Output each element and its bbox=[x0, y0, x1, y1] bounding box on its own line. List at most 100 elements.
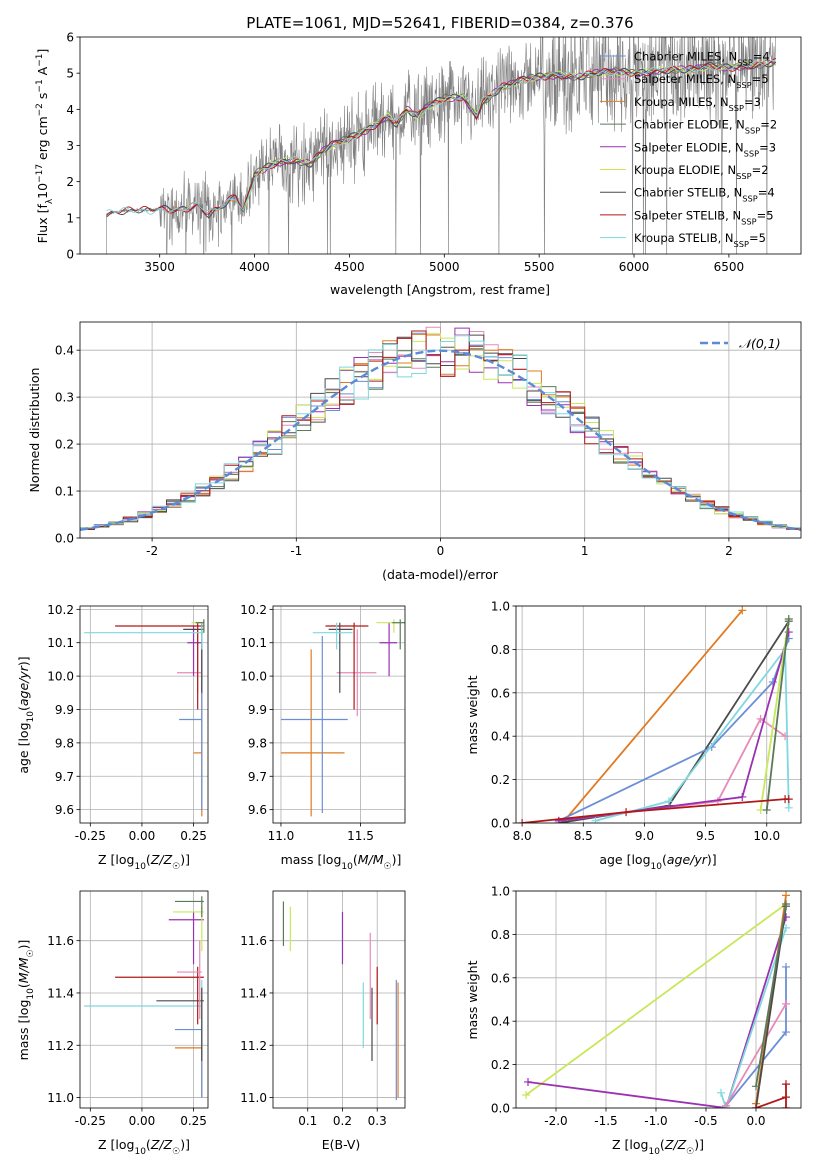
y-tick-label: 1.0 bbox=[491, 885, 510, 899]
plot-area bbox=[84, 619, 205, 817]
x-tick-label: 0 bbox=[437, 544, 445, 558]
weight-marker bbox=[722, 1101, 730, 1108]
x-tick-label: -0.5 bbox=[694, 1114, 717, 1128]
model-spectrum-kroupa-stelib bbox=[106, 59, 777, 215]
weight-marker bbox=[738, 606, 747, 615]
x-tick-label: 4500 bbox=[334, 260, 365, 274]
legend-label: Chabrier STELIB, NSSP=4 bbox=[634, 186, 775, 204]
x-tick-label: 11.0 bbox=[268, 829, 295, 843]
axes-border bbox=[272, 890, 406, 1109]
y-tick-label: 0.4 bbox=[491, 730, 510, 744]
x-tick-label: 5500 bbox=[524, 260, 555, 274]
legend-label: Salpeter ELODIE, NSSP=3 bbox=[634, 140, 776, 158]
y-tick-label: 11.2 bbox=[240, 1039, 267, 1053]
weight-vs-z-axes: -2.0 -1.5 -1.0 -0.5 0.0 0.0 0.2 0.4 0.6 0.8 1.0 bbox=[491, 885, 802, 1128]
x-tick-label: -0.25 bbox=[75, 829, 106, 843]
y-tick-label: 10.0 bbox=[240, 670, 267, 684]
x-tick-label: 8.0 bbox=[513, 829, 532, 843]
x-tick-label: 1 bbox=[581, 544, 589, 558]
weight-marker bbox=[518, 819, 527, 823]
plot-area bbox=[84, 896, 204, 1098]
plot-area bbox=[518, 606, 793, 823]
y-tick-label: 1.0 bbox=[491, 600, 510, 614]
weight-line-kroupa-elodie bbox=[759, 618, 790, 811]
weight-marker bbox=[591, 816, 600, 823]
x-tick-label: 0.25 bbox=[180, 829, 207, 843]
legend-label: Chabrier MILES, NSSP=4 bbox=[634, 50, 770, 68]
axes-border bbox=[79, 605, 209, 824]
y-tick-label: 0.4 bbox=[55, 344, 74, 358]
axes-frame: -2 -1 0 1 2 0.0 0.1 0.2 0.3 0.4 bbox=[55, 321, 802, 558]
y-tick-label: 9.7 bbox=[55, 770, 74, 784]
plot-area bbox=[282, 901, 399, 1101]
y-axis-label: Normed distribution bbox=[27, 368, 42, 493]
legend-label: Salpeter STELIB, NSSP=5 bbox=[634, 208, 774, 226]
y-tick-label: 11.0 bbox=[240, 1091, 267, 1105]
y-tick-label: 0.6 bbox=[491, 971, 510, 985]
weight-line-chabrier-stelib bbox=[558, 620, 790, 823]
spectrum-legend bbox=[600, 55, 626, 239]
x-tick-label: 3500 bbox=[144, 260, 175, 274]
plot-area bbox=[106, 37, 777, 254]
y-tick-label: 0.8 bbox=[491, 643, 510, 657]
weight-line-salpeter-elodie bbox=[527, 916, 787, 1108]
axes-frame: 3500 4000 4500 5000 5500 6000 6500 0 1 2 3 4 5 6 bbox=[66, 31, 802, 274]
legend-label: Kroupa ELODIE, NSSP=2 bbox=[634, 163, 769, 181]
y-tick-label: 0.0 bbox=[491, 1102, 510, 1116]
legend-label: Salpeter MILES, NSSP=5 bbox=[634, 72, 769, 90]
x-tick-label: 5000 bbox=[429, 260, 460, 274]
y-axis-label: age [log10(age/yr)] bbox=[16, 656, 36, 773]
y-tick-label: 9.7 bbox=[248, 770, 267, 784]
axes-frame: -0.25 0.00 0.25 11.0 11.2 11.4 11.6 bbox=[47, 890, 209, 1128]
y-tick-label: 0 bbox=[66, 248, 74, 262]
weight-line-salpeter-miles bbox=[725, 1003, 787, 1107]
x-tick-label: -1.5 bbox=[594, 1114, 617, 1128]
x-axis-label: wavelength [Angstrom, rest frame] bbox=[330, 282, 550, 297]
legend-label: Kroupa MILES, NSSP=3 bbox=[634, 95, 761, 113]
weight-marker bbox=[622, 808, 631, 817]
spectrum-axes: 3500 4000 4500 5000 5500 6000 6500 0 1 2 3 4 5 6 bbox=[66, 31, 802, 274]
legend-label: Kroupa STELIB, NSSP=5 bbox=[634, 231, 766, 249]
x-tick-label: 0.00 bbox=[129, 1114, 156, 1128]
weight-line-chabrier-elodie bbox=[755, 903, 787, 1087]
plot-area bbox=[80, 326, 801, 531]
weight-marker bbox=[784, 803, 793, 812]
weight-marker bbox=[717, 1088, 725, 1097]
x-axis-label: age [log10(age/yr)] bbox=[599, 852, 716, 872]
figure-title: PLATE=1061, MJD=52641, FIBERID=0384, z=0… bbox=[246, 14, 633, 32]
plot-area bbox=[522, 891, 790, 1108]
weight-line-salpeter-elodie bbox=[558, 631, 790, 822]
y-axis-label: mass [log10(M/M☉)] bbox=[16, 940, 36, 1061]
y-tick-label: 9.6 bbox=[55, 803, 74, 817]
y-tick-label: 0.2 bbox=[491, 773, 510, 787]
y-tick-label: 11.0 bbox=[47, 1091, 74, 1105]
axes-border bbox=[515, 890, 802, 1109]
weight-marker bbox=[782, 891, 790, 900]
plot-area bbox=[280, 619, 405, 817]
x-tick-label: 11.5 bbox=[347, 829, 374, 843]
age-vs-mass-axes: 11.0 11.5 9.6 9.7 9.8 9.9 10.0 10.1 10.2 bbox=[240, 603, 406, 843]
axes-border bbox=[515, 605, 802, 824]
y-tick-label: 9.8 bbox=[55, 736, 74, 750]
axes-frame: 8.0 8.5 9.0 9.5 10.0 0.0 0.2 0.4 0.6 0.8 1.0 bbox=[491, 600, 802, 843]
y-tick-label: 0.0 bbox=[491, 817, 510, 831]
y-tick-label: 0.3 bbox=[55, 391, 74, 405]
x-tick-label: 8.5 bbox=[574, 829, 593, 843]
y-tick-label: 11.6 bbox=[47, 934, 74, 948]
gaussian-curve bbox=[80, 349, 801, 531]
y-tick-label: 9.6 bbox=[248, 803, 267, 817]
weight-marker bbox=[781, 732, 790, 741]
y-tick-label: 0.1 bbox=[55, 485, 74, 499]
x-axis-label: Z [log10(Z/Z☉)] bbox=[98, 1137, 190, 1157]
x-tick-label: 9.5 bbox=[696, 829, 715, 843]
weight-marker bbox=[738, 792, 747, 801]
axes-frame: -2.0 -1.5 -1.0 -0.5 0.0 0.0 0.2 0.4 0.6 0.8 1.0 bbox=[491, 885, 802, 1128]
x-axis-label: E(B-V) bbox=[322, 1137, 361, 1152]
y-tick-label: 5 bbox=[66, 67, 74, 81]
y-tick-label: 10.2 bbox=[47, 603, 74, 617]
y-tick-label: 10.1 bbox=[240, 636, 267, 650]
y-tick-label: 1 bbox=[66, 211, 74, 225]
gaussian-legend-label: 𝒩(0,1) bbox=[739, 336, 781, 351]
y-tick-label: 0.8 bbox=[491, 928, 510, 942]
